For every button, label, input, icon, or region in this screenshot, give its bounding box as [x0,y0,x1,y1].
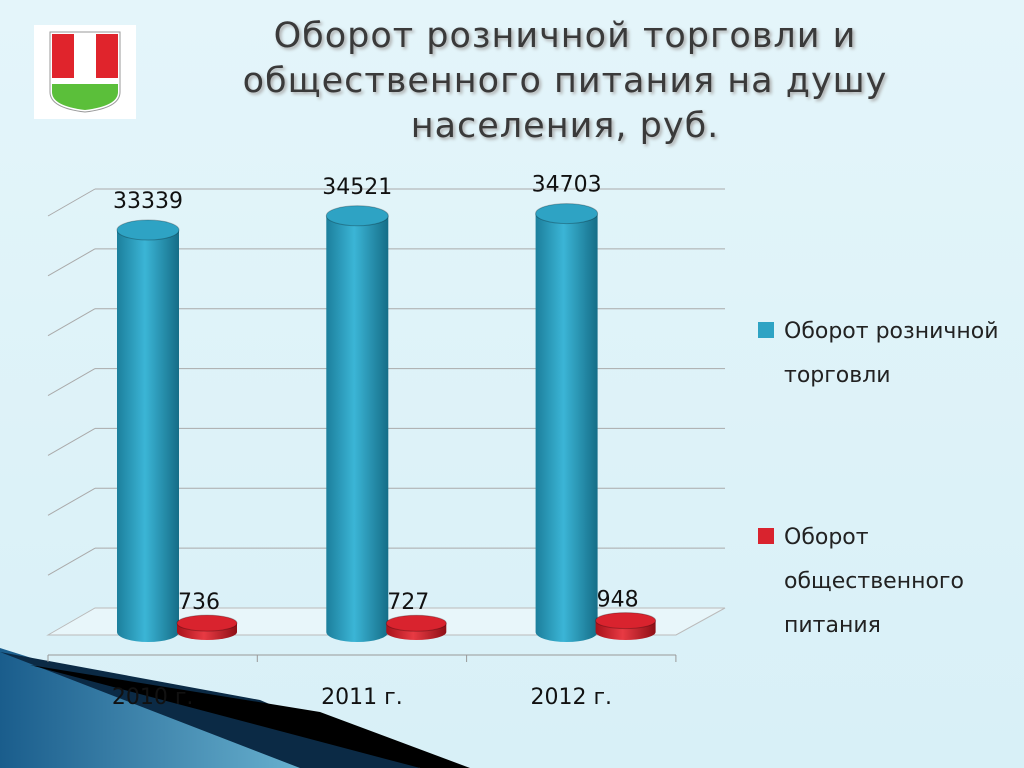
x-tick-label: 2010 г. [112,685,194,710]
grid-line [47,188,96,217]
cylinder-top [325,205,389,227]
data-label: 33339 [113,189,183,214]
grid-line [47,368,96,397]
chart-title: Оборот розничной торговли и общественног… [242,16,888,146]
cylinder-body [117,230,179,642]
legend-swatch [758,322,774,338]
logo [34,25,136,119]
decor [30,665,470,768]
data-label: 727 [387,590,429,615]
x-tick-label: 2012 г. [530,685,612,710]
legend-swatch [758,528,774,544]
cylinder-top [385,614,447,632]
bar [176,614,238,640]
cylinder-body [326,215,389,642]
cylinder-top [176,614,238,632]
bar [595,612,657,640]
data-label: 34703 [532,173,602,198]
cylinder-top [595,612,657,630]
data-label: 948 [597,588,639,613]
bar [385,614,447,640]
legend-label: Оборот общественного питания [784,525,964,638]
grid-line [47,487,96,516]
grid-line [47,547,96,576]
cylinder-top [535,203,599,225]
cylinder-top [116,219,180,241]
x-tick-label: 2011 г. [321,685,403,710]
data-label: 34521 [322,175,392,200]
data-label: 736 [178,590,220,615]
bar [116,219,180,642]
cylinder-body [535,213,598,642]
grid-line [47,248,96,277]
bar [535,203,599,642]
legend-label: Оборот розничной торговли [784,319,999,388]
grid-line [47,427,96,456]
bar [325,205,389,642]
grid-line [47,308,96,337]
